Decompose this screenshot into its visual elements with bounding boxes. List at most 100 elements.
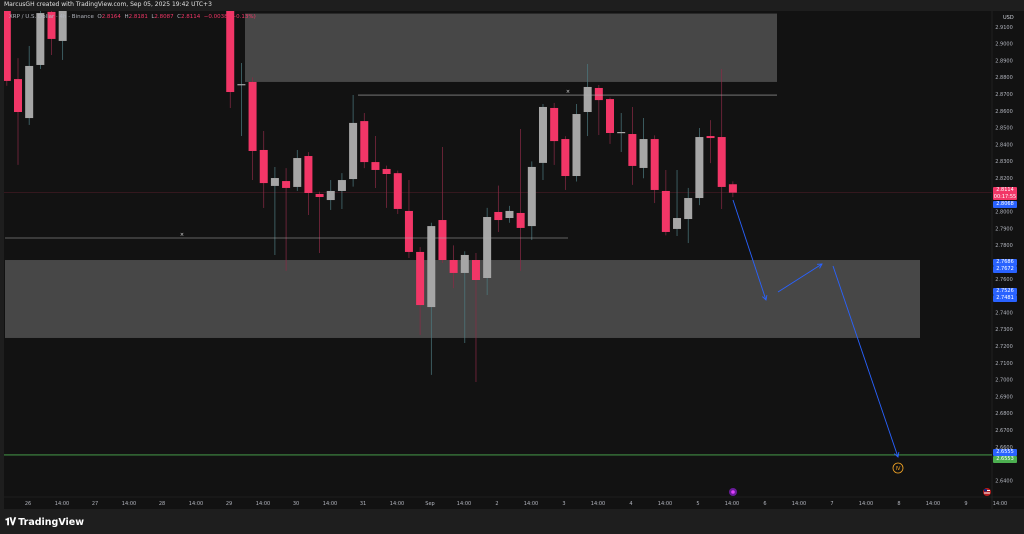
- us-flag-icon[interactable]: [983, 488, 991, 496]
- candle-body: [505, 210, 514, 219]
- candle[interactable]: [393, 170, 402, 214]
- symbol-legend[interactable]: XRP / U.S. Dollar · 4h · Binance O2.8164…: [9, 14, 256, 20]
- candle-body: [527, 166, 536, 227]
- candle[interactable]: [538, 103, 547, 181]
- price-tick-label: 2.7200: [995, 344, 1013, 350]
- candle-body: [36, 13, 45, 65]
- candle[interactable]: [360, 113, 369, 169]
- candle-body: [695, 137, 704, 199]
- candle[interactable]: [661, 169, 670, 236]
- candle[interactable]: [728, 181, 737, 198]
- chart-background: [4, 11, 1024, 509]
- footer: 𝟏𝐕 TradingView: [0, 509, 1024, 534]
- candle[interactable]: [14, 58, 22, 165]
- candle-body: [550, 107, 559, 142]
- candle-body: [404, 210, 413, 252]
- arrow2-price-label-b: 2.7481: [993, 295, 1017, 302]
- elliott-wave-iv-marker[interactable]: IV: [892, 462, 904, 474]
- candle[interactable]: [449, 245, 458, 289]
- candle[interactable]: [427, 222, 436, 375]
- time-tick-label: 4: [629, 501, 632, 507]
- candle[interactable]: [337, 173, 346, 209]
- time-tick-label: 14:00: [926, 501, 940, 507]
- time-tick-label: 8: [897, 501, 900, 507]
- candle[interactable]: [494, 185, 503, 232]
- candle[interactable]: [717, 69, 726, 209]
- projection-arrow[interactable]: [832, 265, 900, 458]
- candle[interactable]: [237, 62, 246, 137]
- candle[interactable]: [438, 146, 447, 264]
- events-icon[interactable]: [729, 488, 737, 496]
- tradingview-logo[interactable]: 𝟏𝐕 TradingView: [5, 517, 84, 528]
- candle[interactable]: [673, 169, 682, 236]
- candle[interactable]: [527, 161, 536, 241]
- candle-body: [561, 139, 570, 177]
- price-tick-label: 2.7000: [995, 378, 1013, 384]
- candle-body: [483, 217, 492, 278]
- projection-arrow[interactable]: [732, 199, 768, 301]
- candle[interactable]: [550, 102, 559, 165]
- candle-body: [14, 79, 22, 113]
- close-value: 2.8114: [181, 14, 201, 20]
- candle[interactable]: [505, 205, 514, 223]
- open-label: O: [97, 14, 102, 20]
- candle[interactable]: [349, 95, 358, 187]
- candle[interactable]: [25, 45, 34, 125]
- candle[interactable]: [282, 168, 291, 271]
- candle[interactable]: [304, 152, 313, 215]
- symbol-name: XRP / U.S. Dollar · 4h · Binance: [9, 14, 94, 20]
- candle[interactable]: [416, 247, 425, 335]
- candle[interactable]: [516, 128, 525, 271]
- candle[interactable]: [650, 135, 659, 204]
- time-tick-label: 2: [495, 501, 498, 507]
- candle[interactable]: [248, 77, 257, 181]
- candle[interactable]: [3, 0, 11, 86]
- candle[interactable]: [47, 0, 56, 56]
- candle-body: [673, 218, 682, 229]
- candle[interactable]: [259, 130, 268, 208]
- lower-ray-x-marker[interactable]: ×: [180, 232, 184, 238]
- candle-body: [427, 226, 436, 308]
- candle-body: [337, 180, 346, 191]
- candle[interactable]: [326, 180, 335, 210]
- candle[interactable]: [483, 207, 492, 295]
- candle[interactable]: [706, 120, 715, 164]
- candle[interactable]: [404, 180, 413, 258]
- supply-zone-rectangle[interactable]: [245, 13, 777, 82]
- low-label: L: [151, 14, 155, 20]
- candle[interactable]: [293, 149, 302, 191]
- upper-ray-x-marker[interactable]: ×: [566, 89, 570, 95]
- candle[interactable]: [583, 63, 592, 137]
- arrow1-price-label-b: 2.7672: [993, 266, 1017, 273]
- price-tick-label: 2.7600: [995, 277, 1013, 283]
- candle[interactable]: [36, 2, 45, 69]
- candle-body: [248, 81, 257, 151]
- candle[interactable]: [471, 252, 480, 382]
- candle[interactable]: [270, 166, 279, 255]
- candle[interactable]: [628, 106, 637, 185]
- candle[interactable]: [382, 165, 391, 208]
- candle[interactable]: [226, 0, 235, 108]
- candle[interactable]: [594, 84, 603, 136]
- projection-arrow[interactable]: [777, 263, 823, 293]
- time-tick-label: Sep: [425, 501, 434, 507]
- candle[interactable]: [695, 127, 704, 206]
- candle[interactable]: [315, 191, 324, 253]
- candle[interactable]: [572, 103, 581, 182]
- candle[interactable]: [561, 136, 570, 190]
- price-tick-label: 2.8400: [995, 142, 1013, 148]
- candle[interactable]: [639, 118, 648, 179]
- candle-body: [293, 158, 302, 187]
- price-tick-label: 2.8700: [995, 92, 1013, 98]
- candle-body: [460, 254, 469, 273]
- candle[interactable]: [617, 113, 626, 152]
- candle[interactable]: [58, 0, 67, 60]
- candle[interactable]: [460, 251, 469, 344]
- header-bar: MarcusGH created with TradingView.com, S…: [0, 0, 1024, 11]
- price-tick-label: 2.9100: [995, 25, 1013, 31]
- demand-zone-rectangle[interactable]: [5, 260, 920, 338]
- candle[interactable]: [606, 97, 615, 144]
- candle[interactable]: [684, 187, 693, 244]
- candle[interactable]: [371, 136, 380, 188]
